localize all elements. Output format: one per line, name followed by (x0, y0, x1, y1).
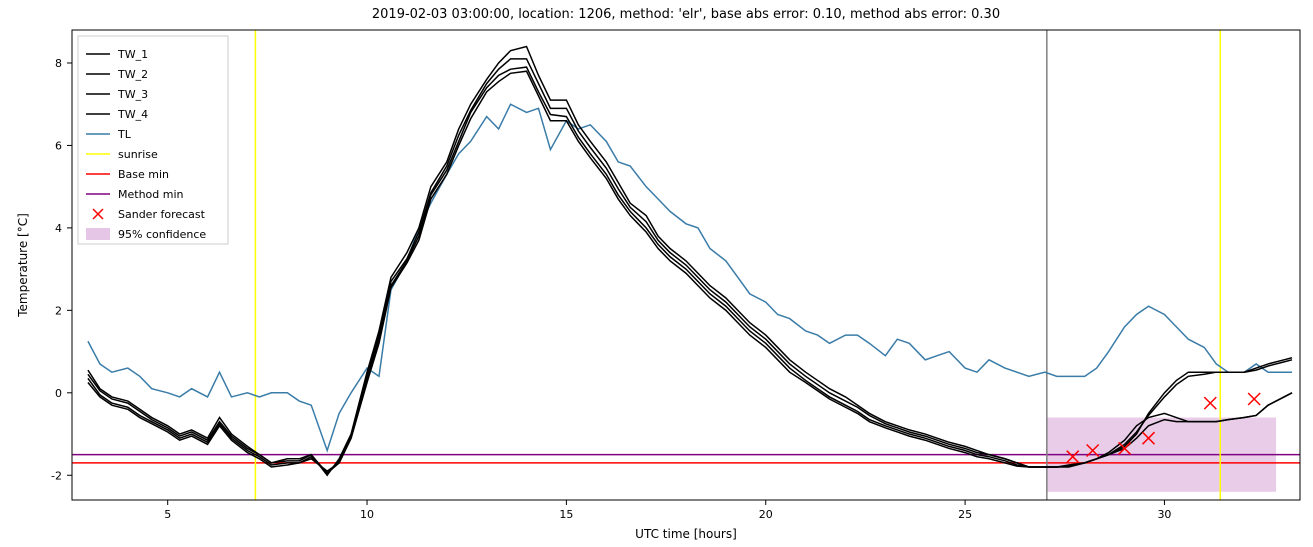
legend-label: TW_4 (117, 108, 148, 121)
legend-label: 95% confidence (118, 228, 206, 241)
y-tick-label: 8 (55, 57, 62, 70)
y-tick-label: 4 (55, 222, 62, 235)
x-tick-label: 20 (759, 508, 773, 521)
legend-swatch (86, 228, 110, 240)
x-axis-label: UTC time [hours] (635, 527, 737, 541)
y-tick-label: 0 (55, 387, 62, 400)
legend-label: TL (117, 128, 132, 141)
legend-label: Sander forecast (118, 208, 206, 221)
legend-label: sunrise (118, 148, 158, 161)
y-tick-label: 2 (55, 304, 62, 317)
legend-label: Base min (118, 168, 169, 181)
chart-svg: 5 10 15 20 25 30 UTC time [hours] -2 0 2 4 6 8 Temper… (0, 0, 1313, 547)
x-tick-label: 5 (164, 508, 171, 521)
legend-label: TW_2 (117, 68, 148, 81)
y-tick-label: -2 (51, 469, 62, 482)
y-tick-label: 6 (55, 139, 62, 152)
x-tick-label: 30 (1157, 508, 1171, 521)
legend-label: TW_3 (117, 88, 148, 101)
legend-label: Method min (118, 188, 184, 201)
legend-label: TW_1 (117, 48, 148, 61)
x-tick-label: 10 (360, 508, 374, 521)
x-tick-label: 25 (958, 508, 972, 521)
chart-title: 2019-02-03 03:00:00, location: 1206, met… (372, 7, 1000, 22)
y-axis-label: Temperature [°C] (16, 213, 30, 318)
chart-container: 5 10 15 20 25 30 UTC time [hours] -2 0 2 4 6 8 Temper… (0, 0, 1313, 547)
x-tick-label: 15 (559, 508, 573, 521)
